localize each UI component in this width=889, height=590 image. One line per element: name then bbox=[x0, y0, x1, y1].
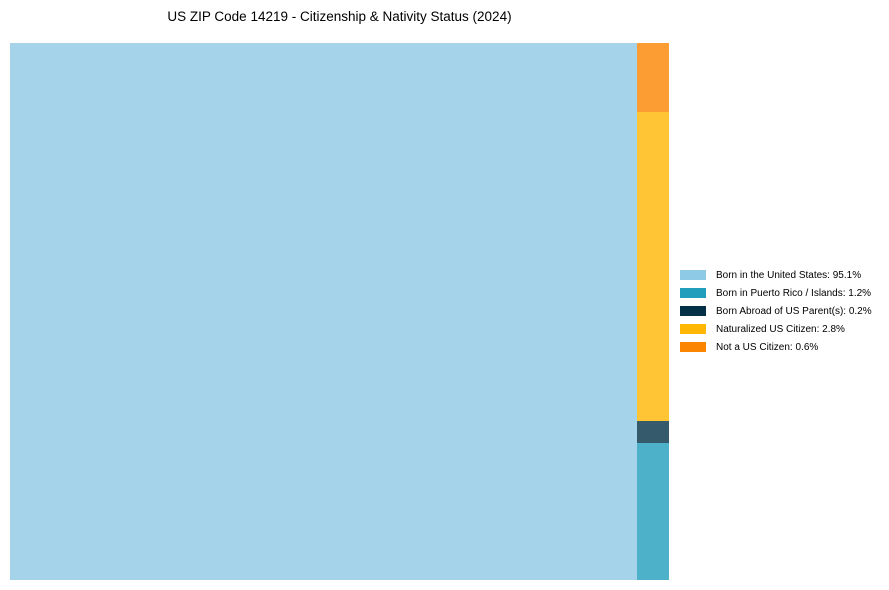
tile-born-us bbox=[10, 43, 637, 580]
legend-swatch bbox=[680, 270, 706, 280]
legend-item: Born Abroad of US Parent(s): 0.2% bbox=[680, 302, 872, 320]
tile-naturalized bbox=[637, 112, 669, 421]
legend-swatch bbox=[680, 288, 706, 298]
tile-puerto-rico bbox=[637, 443, 669, 580]
legend-item: Born in the United States: 95.1% bbox=[680, 266, 872, 284]
legend-swatch bbox=[680, 306, 706, 316]
tile-not-citizen bbox=[637, 43, 669, 112]
legend-swatch bbox=[680, 324, 706, 334]
legend-item: Born in Puerto Rico / Islands: 1.2% bbox=[680, 284, 872, 302]
chart-title: US ZIP Code 14219 - Citizenship & Nativi… bbox=[167, 9, 512, 24]
tile-born-abroad bbox=[637, 421, 669, 443]
legend-swatch bbox=[680, 342, 706, 352]
legend-item: Not a US Citizen: 0.6% bbox=[680, 338, 872, 356]
legend: Born in the United States: 95.1% Born in… bbox=[680, 266, 872, 356]
legend-item: Naturalized US Citizen: 2.8% bbox=[680, 320, 872, 338]
